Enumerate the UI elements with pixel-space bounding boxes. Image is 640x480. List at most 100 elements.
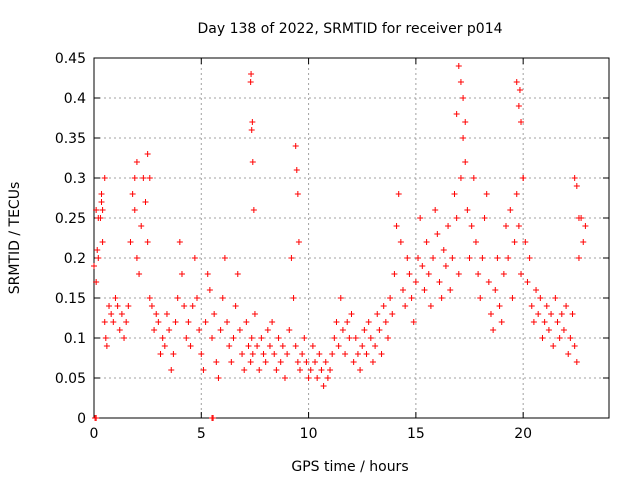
data-point (213, 359, 220, 365)
data-point (140, 175, 147, 181)
data-point (266, 343, 273, 349)
data-point (539, 335, 546, 341)
data-point (320, 383, 327, 389)
data-point (460, 95, 467, 101)
data-point (127, 239, 134, 245)
data-point (357, 367, 364, 373)
data-point (299, 351, 306, 357)
data-point (354, 351, 361, 357)
data-point (316, 351, 323, 357)
data-point (453, 215, 460, 221)
data-point (133, 255, 140, 261)
data-point (397, 239, 404, 245)
data-point (232, 303, 239, 309)
data-point (548, 311, 555, 317)
data-point (198, 351, 205, 357)
data-point (226, 343, 233, 349)
data-point (376, 327, 383, 333)
data-point (112, 295, 119, 301)
data-point (228, 359, 235, 365)
data-point (318, 367, 325, 373)
data-point (292, 343, 299, 349)
data-point (271, 351, 278, 357)
data-point (178, 271, 185, 277)
data-point (241, 367, 248, 373)
data-point (277, 359, 284, 365)
data-point (395, 191, 402, 197)
data-point (496, 303, 503, 309)
data-point (230, 335, 237, 341)
data-point (427, 303, 434, 309)
data-point (275, 335, 282, 341)
data-point (423, 239, 430, 245)
data-point (187, 343, 194, 349)
data-point (479, 255, 486, 261)
data-point (248, 127, 255, 133)
data-point (155, 319, 162, 325)
data-point (191, 255, 198, 261)
data-point (421, 287, 428, 293)
data-point (249, 119, 256, 125)
y-tick-label: 0.05 (55, 371, 86, 387)
data-point (498, 319, 505, 325)
data-point (432, 207, 439, 213)
data-point (93, 415, 100, 421)
data-point (408, 295, 415, 301)
data-point (573, 359, 580, 365)
data-point (294, 359, 301, 365)
data-point (524, 279, 531, 285)
data-point (251, 311, 258, 317)
data-point (565, 351, 572, 357)
data-point (406, 271, 413, 277)
data-point (331, 335, 338, 341)
data-point (157, 351, 164, 357)
data-point (563, 303, 570, 309)
data-point (221, 255, 228, 261)
data-point (515, 103, 522, 109)
data-point (258, 335, 265, 341)
data-point (483, 191, 490, 197)
data-point (219, 295, 226, 301)
data-point (387, 295, 394, 301)
data-point (293, 167, 300, 173)
x-tick-label: 15 (407, 426, 425, 442)
data-point (314, 375, 321, 381)
data-point (365, 319, 372, 325)
data-point (273, 367, 280, 373)
data-point (269, 319, 276, 325)
data-point (453, 111, 460, 117)
data-point (209, 335, 216, 341)
data-point (513, 79, 520, 85)
data-point (511, 239, 518, 245)
y-tick-label: 0.2 (64, 251, 86, 267)
data-point (189, 303, 196, 309)
data-point (533, 287, 540, 293)
data-point (95, 215, 102, 221)
data-point (337, 295, 344, 301)
data-point (462, 159, 469, 165)
data-point (412, 279, 419, 285)
data-point (103, 343, 110, 349)
data-point (545, 327, 552, 333)
data-point (322, 359, 329, 365)
data-point (490, 327, 497, 333)
data-point (430, 255, 437, 261)
data-point (108, 311, 115, 317)
data-point (324, 375, 331, 381)
data-point (166, 327, 173, 333)
data-point (415, 255, 422, 261)
data-point (327, 367, 334, 373)
data-point (535, 311, 542, 317)
data-point (361, 327, 368, 333)
data-point (462, 119, 469, 125)
data-point (384, 335, 391, 341)
data-point (571, 343, 578, 349)
data-point (185, 319, 192, 325)
data-point (91, 263, 97, 269)
data-point (554, 319, 561, 325)
data-point (183, 335, 190, 341)
data-point (530, 319, 537, 325)
x-tick-label: 10 (300, 426, 318, 442)
